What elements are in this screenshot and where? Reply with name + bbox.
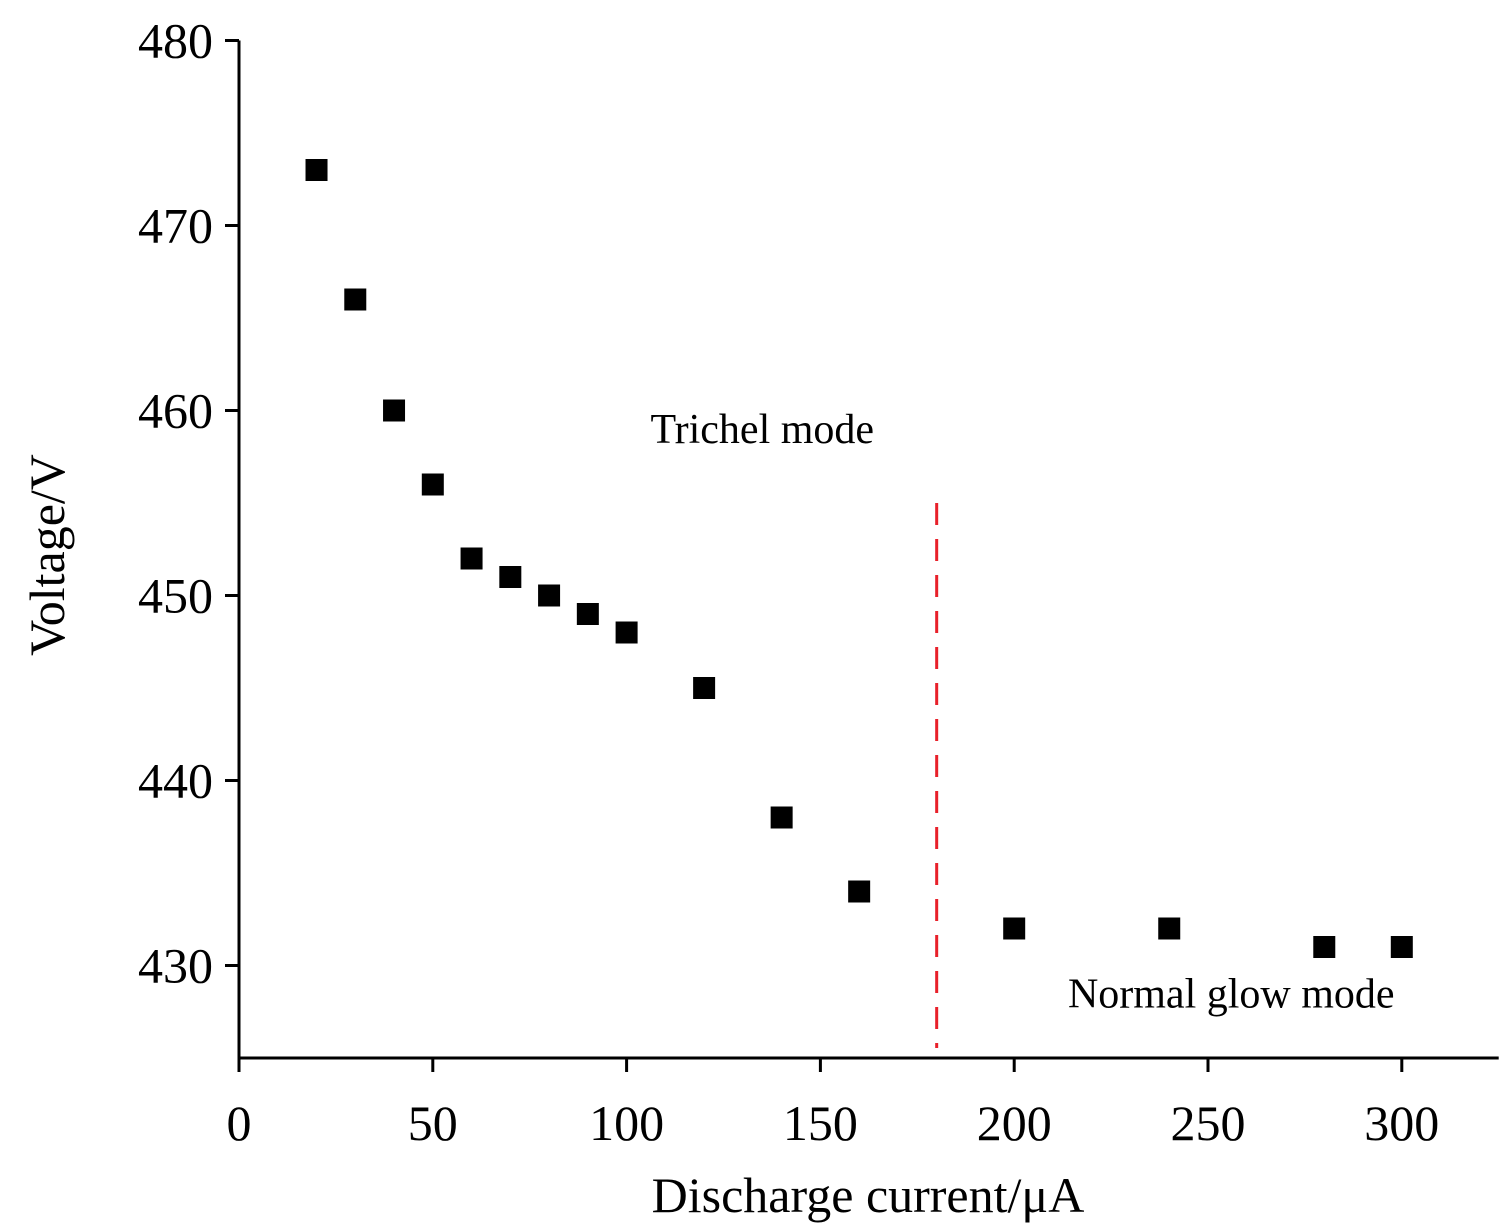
x-ticks: 0 50 100 150 200 250 300 (227, 1058, 1439, 1151)
y-axis-title: Voltage/V (19, 454, 75, 656)
trichel-mode-label: Trichel mode (650, 407, 874, 453)
data-point (499, 566, 522, 588)
x-tick-label: 250 (1171, 1095, 1246, 1151)
data-point (383, 399, 406, 422)
data-point (1313, 936, 1336, 958)
data-point (848, 880, 871, 903)
x-tick-label: 200 (977, 1095, 1052, 1151)
x-tick-label: 0 (227, 1095, 252, 1151)
y-tick-label: 450 (138, 568, 213, 624)
y-ticks: 430 440 450 460 470 480 (138, 13, 239, 994)
data-points (305, 159, 1413, 958)
x-axis-title: Discharge current/μA (652, 1167, 1085, 1223)
data-point (576, 603, 599, 625)
x-tick-label: 150 (783, 1095, 858, 1151)
data-point (693, 677, 716, 699)
annotations: Trichel mode Normal glow mode (650, 407, 1394, 1017)
data-point (770, 806, 793, 829)
data-point (615, 621, 638, 644)
data-point (1390, 936, 1413, 958)
y-tick-label: 460 (138, 383, 213, 439)
data-point (460, 547, 483, 570)
data-point (538, 584, 561, 607)
y-tick-label: 430 (138, 938, 213, 994)
data-point (344, 288, 367, 311)
y-tick-label: 440 (138, 753, 213, 809)
y-tick-label: 480 (138, 13, 213, 69)
y-tick-label: 470 (138, 198, 213, 254)
x-tick-label: 300 (1364, 1095, 1439, 1151)
normal-glow-mode-label: Normal glow mode (1068, 971, 1395, 1017)
x-tick-label: 50 (408, 1095, 458, 1151)
data-point (305, 159, 328, 181)
data-point (1003, 917, 1026, 940)
axes (237, 40, 1499, 1060)
data-point (421, 473, 444, 496)
x-tick-label: 100 (589, 1095, 664, 1151)
data-point (1158, 917, 1181, 940)
